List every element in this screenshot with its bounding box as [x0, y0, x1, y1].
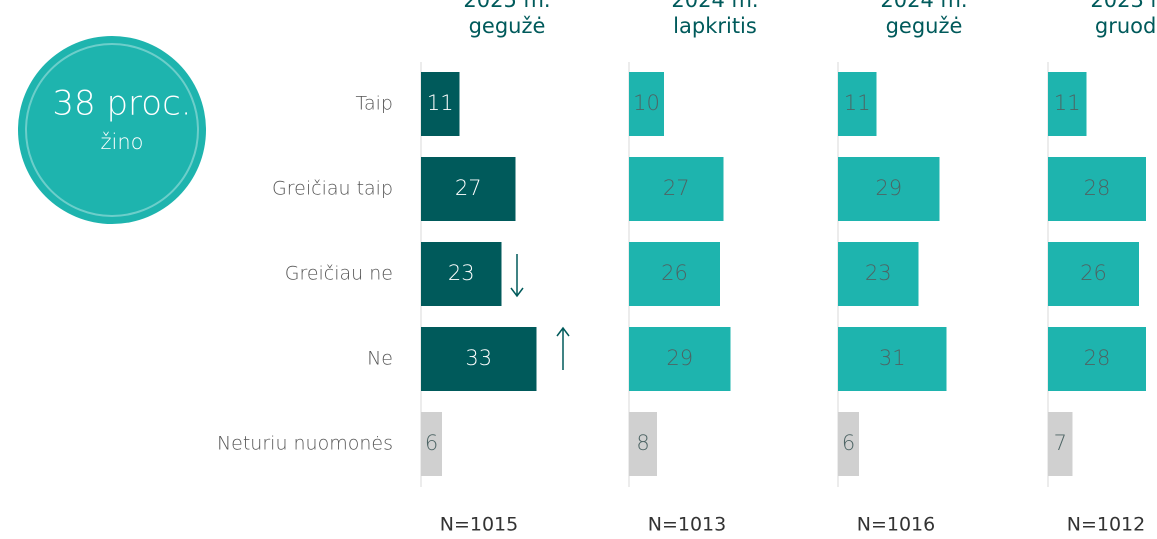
badge-value: 38 proc. — [52, 84, 191, 124]
category-label: Greičiau ne — [285, 263, 393, 285]
value-label: 11 — [427, 91, 454, 115]
panel-title: 2025 m. — [463, 0, 550, 12]
category-label: Ne — [367, 348, 393, 370]
value-label: 26 — [661, 261, 688, 285]
arrow-down — [511, 254, 523, 296]
panel-title: gegužė — [886, 14, 963, 38]
value-label: 10 — [633, 91, 660, 115]
value-label: 23 — [865, 261, 892, 285]
badge-label: žino — [100, 130, 143, 154]
category-label: Neturiu nuomonės — [217, 433, 393, 455]
value-label: 27 — [455, 176, 482, 200]
value-label: 27 — [663, 176, 690, 200]
sample-size: N=1016 — [857, 514, 936, 536]
value-label: 6 — [425, 431, 438, 455]
panel-title: 2024 m. — [880, 0, 967, 12]
panel-title: gegužė — [469, 14, 546, 38]
panel-title: 2023 m. — [1090, 0, 1157, 12]
value-label: 26 — [1080, 261, 1107, 285]
value-label: 28 — [1084, 176, 1111, 200]
value-label: 31 — [879, 346, 906, 370]
sample-size: N=1013 — [648, 514, 727, 536]
chart: 38 proc. žino Taip Greičiau taip Greičiau … — [0, 0, 1157, 539]
value-label: 8 — [636, 431, 649, 455]
value-label: 29 — [875, 176, 902, 200]
sample-size: N=1015 — [440, 514, 519, 536]
value-label: 33 — [465, 346, 492, 370]
panel-title: gruodis — [1095, 14, 1157, 38]
value-label: 11 — [1054, 91, 1081, 115]
panel-title: 2024 m. — [671, 0, 758, 12]
panel-title: lapkritis — [673, 14, 757, 38]
sample-size: N=1012 — [1067, 514, 1146, 536]
value-label: 6 — [842, 431, 855, 455]
arrow-up — [557, 328, 569, 370]
value-label: 28 — [1084, 346, 1111, 370]
value-label: 11 — [844, 91, 871, 115]
category-label: Taip — [356, 93, 393, 115]
value-label: 23 — [448, 261, 475, 285]
value-label: 7 — [1054, 431, 1067, 455]
value-label: 29 — [666, 346, 693, 370]
category-label: Greičiau taip — [272, 178, 393, 200]
